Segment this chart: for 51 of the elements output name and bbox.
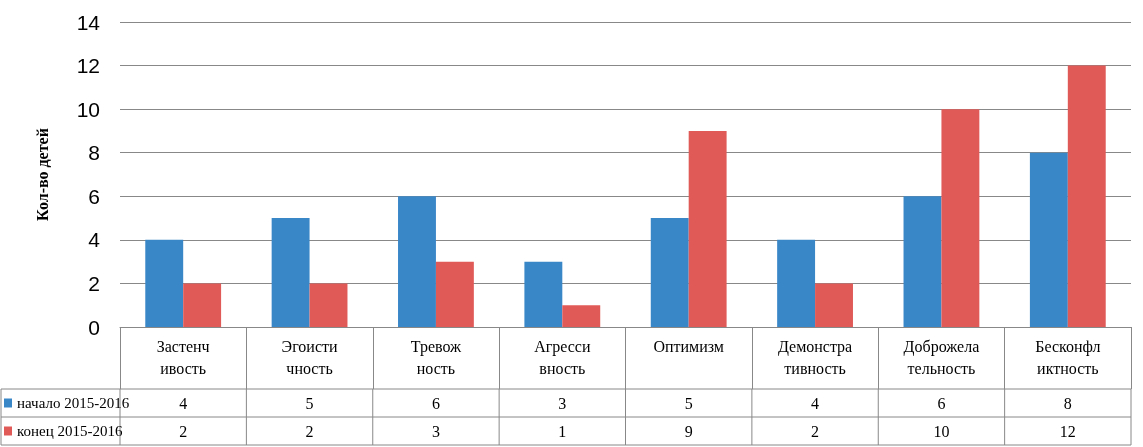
y-tick-label: 14 <box>76 10 101 34</box>
data-label: 10 <box>933 422 950 440</box>
y-tick-label: 0 <box>88 315 100 339</box>
bar <box>562 305 601 327</box>
data-label: 6 <box>937 394 946 412</box>
bar <box>815 283 853 327</box>
legend-label: начало 2015-2016 <box>17 395 130 411</box>
bar <box>1067 65 1106 327</box>
bar <box>435 261 474 327</box>
data-label: 8 <box>1063 394 1072 412</box>
data-label: 4 <box>811 394 820 412</box>
data-label: 5 <box>305 394 314 412</box>
data-label: 12 <box>1059 422 1076 440</box>
legend-label: конец 2015-2016 <box>17 423 123 439</box>
data-label: 6 <box>431 394 440 412</box>
y-tick-label: 2 <box>88 271 100 295</box>
y-tick-label: 6 <box>88 184 100 208</box>
bar <box>777 239 816 327</box>
bar <box>398 196 436 327</box>
y-tick-label: 4 <box>88 228 101 252</box>
data-label: 1 <box>558 422 567 440</box>
x-tick-label: Оптимизм <box>653 337 724 355</box>
bar <box>650 218 689 327</box>
bar <box>688 130 727 327</box>
x-tick-label: Тревожность <box>410 337 463 377</box>
y-tick-label: 10 <box>76 97 100 121</box>
bar <box>271 218 310 327</box>
bar <box>941 109 980 327</box>
x-tick-label: Доброжелательность <box>903 337 980 377</box>
bar <box>524 261 563 327</box>
bar <box>903 196 942 327</box>
y-tick-label: 8 <box>88 141 100 165</box>
x-tick-label: Агрессивность <box>534 337 591 377</box>
bar <box>183 283 222 327</box>
y-tick-label: 12 <box>76 54 100 78</box>
data-label: 9 <box>684 422 693 440</box>
data-label: 2 <box>305 422 314 440</box>
bar <box>145 239 184 327</box>
bar <box>1029 152 1068 327</box>
data-label: 2 <box>179 422 188 440</box>
x-tick-label: Бесконфликтность <box>1035 337 1101 377</box>
x-tick-label: Эгоистичность <box>281 337 338 377</box>
x-tick-label: Застенчивость <box>156 337 210 377</box>
data-label: 5 <box>684 394 693 412</box>
x-tick-label: Демонстративность <box>777 337 853 377</box>
data-label: 4 <box>179 394 188 412</box>
data-label: 3 <box>431 422 440 440</box>
data-label: 2 <box>811 422 820 440</box>
bar <box>309 283 348 327</box>
y-axis-title: Кол-во детей <box>33 128 51 221</box>
data-label: 3 <box>558 394 567 412</box>
